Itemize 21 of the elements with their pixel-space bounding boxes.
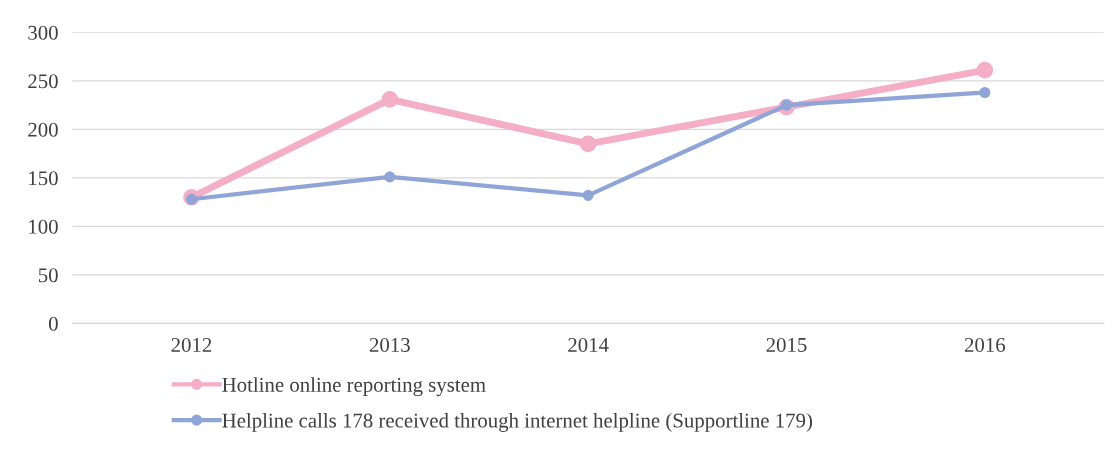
y-tick-label: 250: [28, 74, 58, 89]
point: [185, 193, 198, 205]
legend-label: Hotline online reporting system: [222, 377, 486, 397]
legend-label: Helpline calls 178 received through internet helpline (Supportline 179): [222, 412, 812, 432]
y-tick-label: 200: [28, 122, 58, 137]
y-tick-label: 100: [29, 219, 58, 234]
point: [979, 86, 991, 99]
x-tick-label: 2013: [369, 337, 410, 352]
point: [384, 171, 396, 183]
y-tick-label: 50: [38, 268, 58, 283]
y-tick-label: 300: [28, 25, 58, 40]
point: [582, 189, 594, 201]
point: [579, 135, 597, 153]
y-tick-label: 150: [29, 171, 58, 186]
x-tick-label: 2012: [171, 337, 212, 352]
x-tick-label: 2016: [964, 337, 1006, 352]
y-tick-label: 0: [48, 316, 58, 331]
point: [381, 90, 399, 108]
x-tick-label: 2015: [766, 337, 807, 352]
x-tick-label: 2014: [568, 337, 609, 352]
point: [976, 61, 994, 79]
